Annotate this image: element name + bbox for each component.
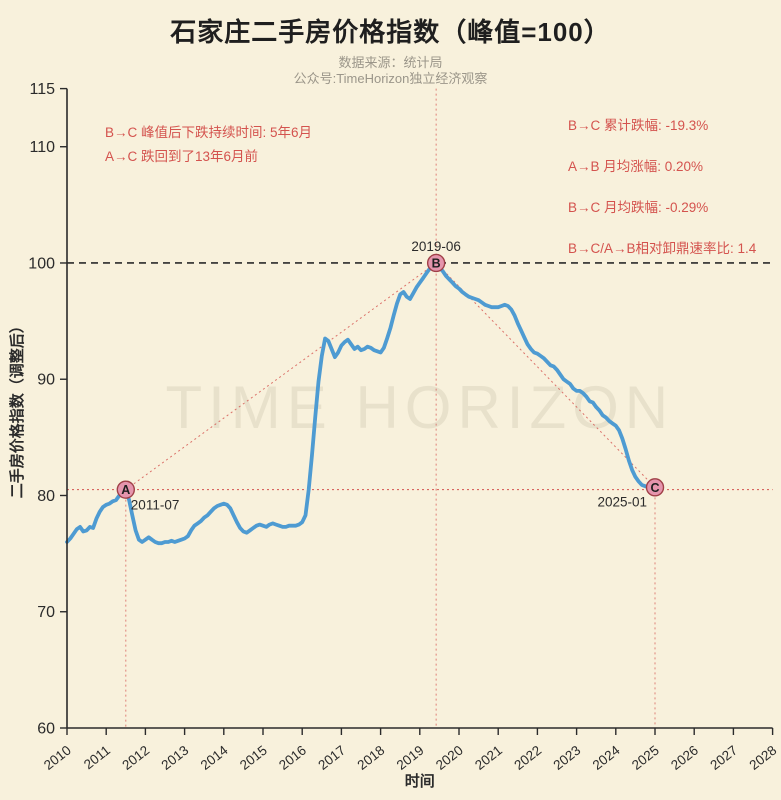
marker-letter-B: B [432,256,441,270]
x-tick-label: 2021 [472,743,505,773]
connector-a-to-b [125,262,437,491]
x-tick-label: 2022 [511,743,544,773]
x-tick-label: 2010 [41,743,74,773]
annotation-speed-ratio: B→C/A→B相对卸鼎速率比: 1.4 [568,241,757,256]
x-tick-label: 2028 [747,743,780,773]
x-tick-label: 2012 [119,743,152,773]
y-tick-label: 110 [29,139,55,156]
marker-date-label-B: 2019-06 [411,239,461,254]
y-tick-label: 100 [28,255,55,272]
annotation-duration: B→C 峰值后下跌持续时间: 5年6月 [105,125,313,140]
x-tick-label: 2026 [668,743,701,773]
x-tick-label: 2014 [198,742,231,773]
x-tick-label: 2016 [276,743,309,773]
annotation-monthly-rise: A→B 月均涨幅: 0.20% [568,159,704,174]
x-axis-title: 时间 [405,772,435,790]
annotation-right-block: B→C 累计跌幅: -19.3% A→B 月均涨幅: 0.20% B→C 月均跌… [568,114,756,278]
y-tick-label: 60 [37,721,55,738]
series-line [65,261,657,546]
y-axis-title: 二手房价格指数（调整后） [8,318,26,498]
x-tick-label: 2017 [315,743,348,773]
y-tick-label: 70 [37,604,55,621]
marker-point-A [116,480,136,499]
marker-letter-C: C [650,481,659,495]
x-tick-label: 2025 [629,743,662,773]
watermark-text: TIME HORIZON [165,374,674,441]
y-tick-label: 90 [37,372,55,389]
x-tick-label: 2013 [159,743,192,773]
marker-letter-A: A [121,483,130,497]
x-tick-label: 2023 [551,743,584,773]
annotation-monthly-drop: B→C 月均跌幅: -0.29% [568,200,709,215]
annotation-fallback: A→C 跌回到了13年6月前 [105,149,259,164]
x-tick-label: 2024 [590,742,623,773]
page-title: 石家庄二手房价格指数（峰值=100） [170,17,611,47]
y-tick-label: 80 [37,488,55,505]
annotation-left-block: B→C 峰值后下跌持续时间: 5年6月 A→C 跌回到了13年6月前 [105,121,312,169]
marker-date-label-A: 2011-07 [131,498,180,513]
marker-point-B [426,253,446,273]
x-tick-label: 2011 [81,743,113,773]
x-tick-label: 2018 [355,743,388,773]
x-tick-label: 2015 [237,743,270,773]
marker-point-C [645,478,665,497]
annotation-cumulative-drop: B→C 累计跌幅: -19.3% [568,118,709,133]
x-tick-label: 2027 [707,743,740,773]
connector-b-to-c [435,262,656,488]
y-tick-label: 115 [29,81,55,98]
x-tick-label: 2019 [394,743,427,773]
marker-date-label-C: 2025-01 [597,494,647,509]
subtitle-data-source: 数据来源：统计局 [338,55,443,70]
subtitle-account: 公众号:TimeHorizon独立经济观察 [293,71,488,86]
x-tick-label: 2020 [433,743,466,773]
